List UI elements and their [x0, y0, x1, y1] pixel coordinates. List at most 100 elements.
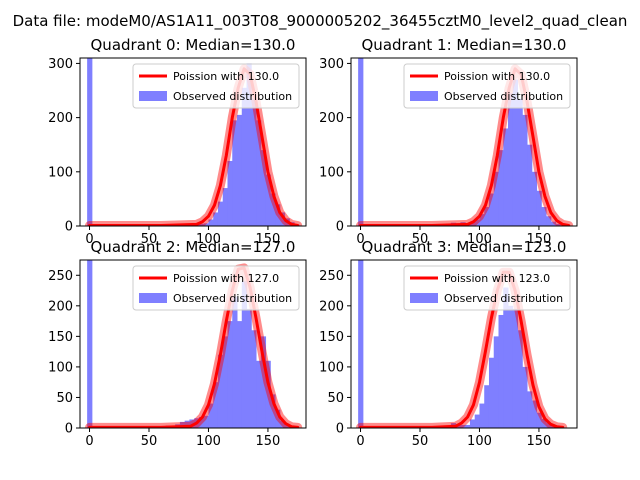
legend-hist-label: Observed distribution: [173, 292, 292, 305]
axes-frame: [350, 259, 578, 429]
quadrant-3-panel: 0 50 100 150 0 50 100 150 200 250 Quadrant 3: Medi…: [319, 238, 578, 449]
histogram-bar: [270, 394, 276, 428]
histogram-bar: [465, 424, 471, 428]
legend-box: [132, 63, 300, 109]
y-tick-label: 150: [48, 330, 73, 345]
x-tick-label: 0: [85, 232, 93, 247]
histogram-bar: [460, 424, 466, 428]
histogram-bar: [232, 120, 238, 226]
x-tick-label: 50: [141, 434, 158, 449]
legend: Poission with 123.0 Observed distribution: [403, 265, 571, 311]
histogram-bar: [203, 415, 209, 428]
histogram-bar: [184, 420, 190, 428]
x-tick-label: 0: [356, 232, 364, 247]
histogram-bar: [546, 423, 552, 428]
histogram-bar: [222, 188, 228, 226]
histogram-bar: [198, 417, 205, 428]
legend-model-label: Poission with 127.0: [173, 272, 279, 285]
panel-title: Quadrant 0: Median=130.0: [91, 36, 296, 54]
legend-hist-swatch: [139, 293, 167, 303]
histogram-bar: [87, 58, 93, 226]
y-tick-label: 250: [319, 269, 344, 284]
histogram-bar: [484, 207, 490, 226]
figure-suptitle: Data file: modeM0/AS1A11_003T08_90000052…: [13, 12, 628, 31]
y-tick-label: 200: [48, 299, 73, 314]
y-tick-label: 200: [319, 299, 344, 314]
histogram-bar: [493, 171, 499, 226]
histogram-bar: [550, 221, 557, 226]
histogram-bar: [270, 193, 276, 226]
panel-title: Quadrant 3: Median=123.0: [362, 238, 567, 256]
histogram-bar: [536, 190, 542, 226]
legend: Poission with 130.0 Observed distribution: [403, 63, 571, 109]
panel-title: Quadrant 2: Median=127.0: [91, 238, 296, 256]
x-tick-label: 150: [527, 434, 552, 449]
histogram-bar: [488, 193, 495, 226]
histogram-bar: [479, 403, 485, 428]
histogram-bar: [213, 382, 219, 428]
y-tick-label: 300: [48, 57, 73, 72]
histogram-bar: [246, 308, 252, 428]
histogram-bar: [517, 98, 523, 226]
legend-hist-swatch: [139, 91, 167, 101]
axes-frame: [79, 259, 307, 429]
histogram-bar: [279, 420, 286, 428]
histogram-bar: [358, 260, 364, 428]
legend-hist-label: Observed distribution: [444, 90, 563, 103]
y-tick-label: 0: [65, 220, 73, 235]
legend-hist-label: Observed distribution: [444, 292, 563, 305]
legend: Poission with 127.0 Observed distribution: [132, 265, 300, 311]
legend-hist-label: Observed distribution: [173, 90, 292, 103]
histogram-bar: [265, 360, 271, 428]
legend-model-label: Poission with 123.0: [444, 272, 550, 285]
histogram-bar: [275, 204, 281, 226]
histogram-bar: [531, 400, 538, 428]
histogram-bar: [232, 296, 238, 428]
legend-model-label: Poission with 130.0: [173, 70, 279, 83]
histogram-bar: [536, 412, 542, 428]
histogram-bar: [284, 424, 290, 428]
histogram-bar: [222, 336, 228, 428]
histogram-bar: [531, 171, 538, 226]
histogram-bar: [265, 174, 271, 226]
y-tick-label: 150: [319, 330, 344, 345]
histogram-bar: [251, 330, 257, 428]
histogram-bar: [241, 281, 248, 428]
legend-model-label: Poission with 130.0: [444, 70, 550, 83]
histogram-bar: [256, 360, 262, 428]
y-tick-label: 200: [319, 111, 344, 126]
histogram-bar: [217, 354, 224, 428]
legend-hist-swatch: [410, 293, 438, 303]
histogram-bar: [498, 150, 504, 226]
x-tick-label: 150: [256, 232, 281, 247]
histogram-bar: [256, 120, 262, 226]
axes-frame: [350, 57, 578, 227]
axes-frame: [79, 57, 307, 227]
histogram-bar: [241, 87, 248, 226]
y-tick-label: 0: [336, 422, 344, 437]
y-tick-label: 100: [319, 165, 344, 180]
histogram-bar: [508, 305, 514, 428]
quadrant-0-panel: 0 50 100 150 0 100 200 300 Quadrant 0: Median=13…: [48, 36, 307, 247]
histogram-bar: [474, 219, 480, 226]
legend-box: [132, 265, 300, 311]
histogram-bar: [522, 366, 528, 428]
histogram-bar: [469, 419, 476, 428]
histogram-bar: [237, 321, 243, 428]
y-tick-label: 50: [327, 391, 344, 406]
legend-box: [403, 265, 571, 311]
histogram-bar: [279, 212, 286, 226]
histogram-bar: [179, 421, 186, 428]
histogram-bar: [208, 219, 214, 226]
histogram-bar: [498, 314, 504, 428]
x-tick-label: 50: [412, 434, 429, 449]
histogram-bar: [251, 98, 257, 226]
histogram-bar: [488, 357, 495, 428]
quadrant-1-panel: 0 50 100 150 0 100 200 300 Quadrant 1: Median=13…: [319, 36, 578, 247]
histogram-bar: [512, 79, 519, 226]
histogram-bar: [541, 418, 547, 428]
y-tick-label: 100: [319, 360, 344, 375]
histogram-bar: [503, 287, 509, 428]
y-tick-label: 300: [319, 57, 344, 72]
